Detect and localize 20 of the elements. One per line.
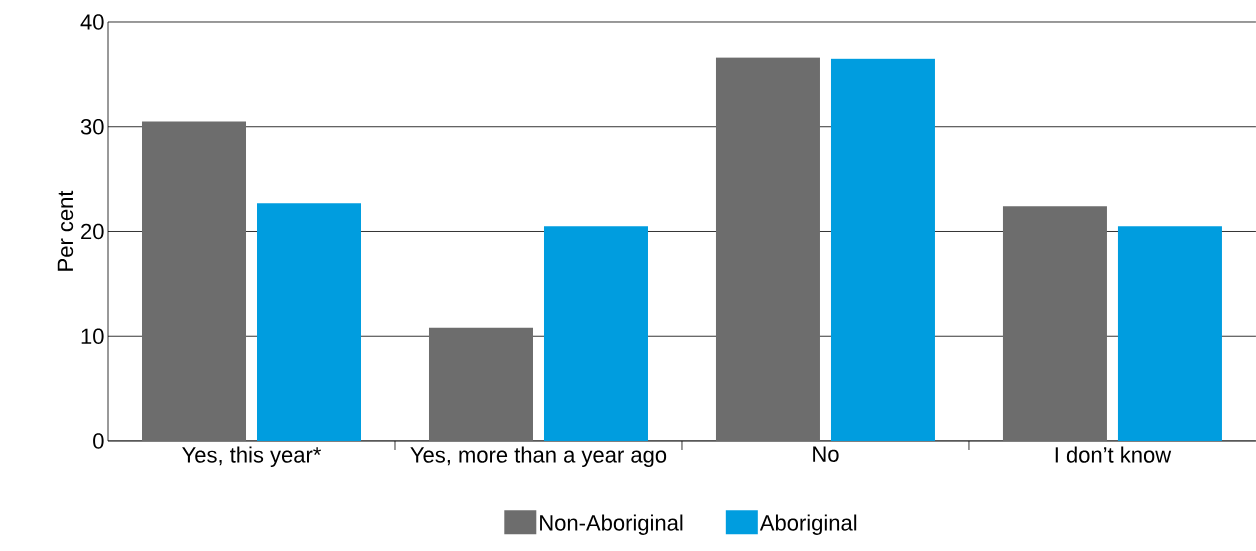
y-tick-label: 30 xyxy=(80,118,104,135)
x-tick-label: I don’t know xyxy=(1055,446,1172,463)
bar xyxy=(142,121,247,441)
bar xyxy=(1117,226,1222,441)
y-axis-title: Per cent xyxy=(57,190,74,271)
bar xyxy=(1002,206,1107,441)
legend-label: Non-Aboriginal xyxy=(540,514,683,536)
x-tick-label: Yes, more than a year ago xyxy=(410,446,667,468)
bar xyxy=(715,57,820,441)
y-tick-label: 40 xyxy=(80,14,104,30)
y-tick-label: 0 xyxy=(93,433,104,449)
bar xyxy=(428,327,533,441)
x-tick-label: Yes, this year* xyxy=(182,446,322,468)
bar xyxy=(257,203,361,441)
x-tick-label: No xyxy=(813,446,839,462)
bar xyxy=(830,58,935,441)
y-tick-label: 20 xyxy=(81,223,104,240)
bar xyxy=(543,226,648,441)
legend-label: Aboriginal xyxy=(759,514,857,536)
y-tick-label: 10 xyxy=(81,328,104,345)
